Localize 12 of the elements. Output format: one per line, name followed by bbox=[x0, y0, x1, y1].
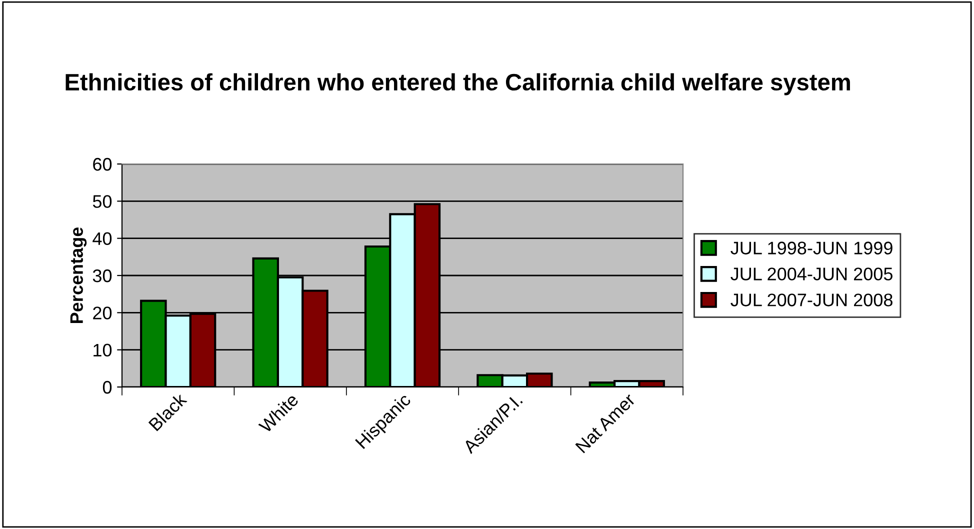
y-tick-label: 0 bbox=[102, 380, 112, 394]
chart-title: Ethnicities of children who entered the California child welfare system bbox=[66, 73, 850, 96]
y-tick-label: 40 bbox=[92, 232, 112, 246]
y-tick-label: 10 bbox=[94, 344, 112, 357]
y-tick-label: 50 bbox=[92, 195, 112, 208]
y-tick-label: 30 bbox=[92, 269, 112, 282]
legend-label: JUL 1998-JUN 1999 bbox=[730, 242, 892, 254]
y-tick-label: 20 bbox=[93, 306, 112, 320]
legend-label: JUL 2007-JUN 2008 bbox=[730, 294, 892, 306]
y-tick-label: 60 bbox=[93, 158, 112, 171]
legend-label: JUL 2004-JUN 2005 bbox=[730, 268, 892, 280]
y-axis-title: Percentage bbox=[70, 227, 87, 323]
